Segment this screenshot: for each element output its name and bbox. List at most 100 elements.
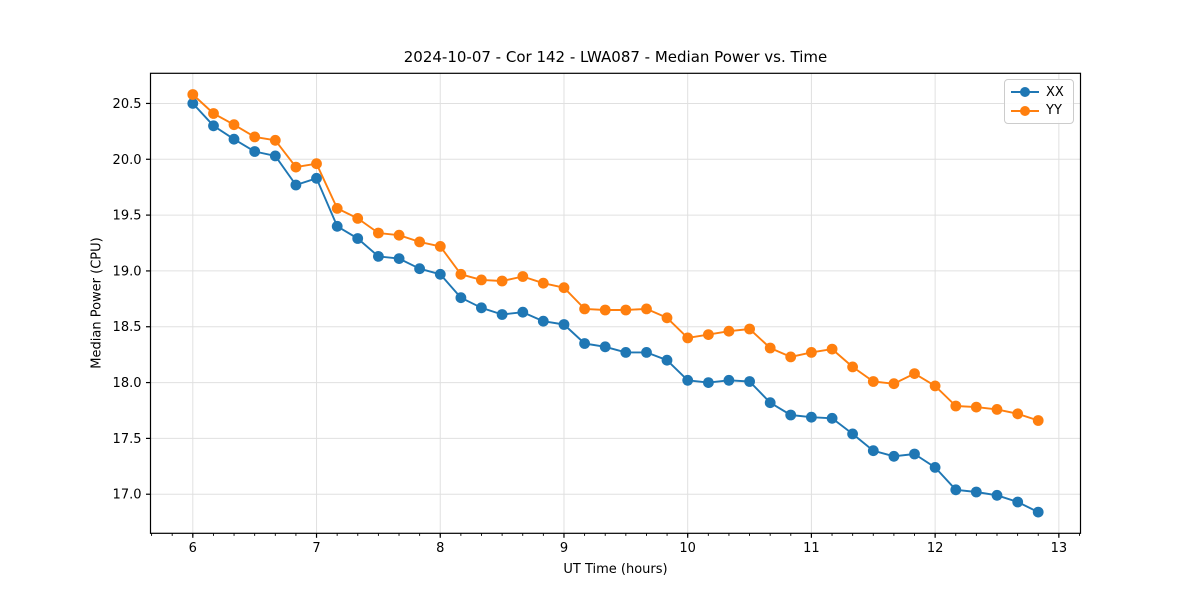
data-point-xx xyxy=(785,409,797,421)
data-point-yy xyxy=(826,343,838,355)
data-point-xx xyxy=(393,253,405,264)
data-point-xx xyxy=(228,133,240,145)
x-tick-label: 10 xyxy=(679,541,696,556)
legend-item-xx: XX xyxy=(1011,83,1067,101)
data-point-yy xyxy=(867,376,879,387)
data-point-xx xyxy=(806,411,817,423)
legend-label-yy: YY xyxy=(1046,103,1062,119)
data-point-xx xyxy=(290,179,302,191)
x-tick-label: 8 xyxy=(436,541,444,556)
data-point-yy xyxy=(414,236,425,248)
data-point-xx xyxy=(703,377,714,388)
y-tick-label: 20.0 xyxy=(113,153,142,168)
data-point-xx xyxy=(599,341,611,353)
data-point-xx xyxy=(558,319,570,330)
data-point-yy xyxy=(249,131,261,143)
data-point-xx xyxy=(950,484,962,496)
data-point-xx xyxy=(269,150,281,162)
data-point-xx xyxy=(991,489,1003,501)
x-tick-label: 11 xyxy=(803,541,820,556)
data-point-yy xyxy=(373,227,384,239)
data-point-yy xyxy=(909,368,920,379)
data-point-yy xyxy=(187,89,199,100)
data-point-yy xyxy=(723,325,735,337)
data-point-yy xyxy=(476,274,487,286)
circle-marker-icon xyxy=(1020,105,1030,116)
y-tick-label: 17.0 xyxy=(113,488,142,503)
legend-line-marker-yy xyxy=(1011,105,1039,116)
data-point-yy xyxy=(703,329,714,340)
data-point-yy xyxy=(228,119,240,131)
data-point-yy xyxy=(661,312,673,324)
data-point-yy xyxy=(806,347,817,358)
x-tick-label: 12 xyxy=(927,541,944,556)
data-point-xx xyxy=(929,462,941,473)
data-point-xx xyxy=(764,397,776,409)
data-point-yy xyxy=(1012,408,1024,420)
y-axis-label: Median Power (CPU) xyxy=(89,237,105,369)
data-point-xx xyxy=(641,347,652,358)
data-point-xx xyxy=(1012,496,1024,508)
data-point-yy xyxy=(455,268,467,280)
data-point-yy xyxy=(950,400,962,412)
data-point-yy xyxy=(620,304,632,316)
data-point-yy xyxy=(517,271,529,282)
data-point-yy xyxy=(847,361,858,373)
data-point-xx xyxy=(723,374,735,386)
data-point-xx xyxy=(867,445,879,457)
x-tick-label: 13 xyxy=(1051,541,1068,556)
data-point-yy xyxy=(579,303,590,315)
data-point-xx xyxy=(909,448,920,460)
data-point-xx xyxy=(579,338,590,349)
legend-item-yy: YY xyxy=(1011,102,1067,120)
data-point-yy xyxy=(682,332,694,344)
data-point-xx xyxy=(682,374,694,386)
data-point-yy xyxy=(1032,415,1044,426)
legend: XX YY xyxy=(1004,79,1074,124)
data-point-xx xyxy=(331,220,343,232)
data-point-yy xyxy=(311,158,322,170)
data-point-xx xyxy=(847,428,858,440)
data-point-yy xyxy=(393,229,405,241)
data-point-xx xyxy=(455,292,467,304)
y-tick-label: 18.5 xyxy=(113,320,142,335)
data-point-yy xyxy=(785,351,797,363)
y-tick-label: 18.0 xyxy=(113,376,142,391)
data-point-xx xyxy=(311,172,322,184)
legend-label-xx: XX xyxy=(1046,84,1064,100)
data-point-yy xyxy=(599,304,611,316)
data-point-xx xyxy=(744,376,755,387)
legend-line-marker-xx xyxy=(1011,87,1039,98)
data-point-xx xyxy=(476,302,487,314)
chart-title: 2024-10-07 - Cor 142 - LWA087 - Median P… xyxy=(403,48,828,66)
data-point-xx xyxy=(888,450,900,462)
data-point-yy xyxy=(744,323,755,335)
x-tick-label: 7 xyxy=(312,541,320,556)
data-point-yy xyxy=(496,275,508,287)
data-point-xx xyxy=(352,233,364,244)
y-tick-label: 17.5 xyxy=(113,432,142,447)
axes-spines xyxy=(149,72,1082,534)
data-point-yy xyxy=(290,161,302,173)
data-point-xx xyxy=(537,315,549,327)
x-axis-label: UT Time (hours) xyxy=(563,562,668,577)
x-tick-label: 6 xyxy=(189,541,197,556)
data-point-xx xyxy=(517,306,529,318)
data-point-xx xyxy=(1032,506,1044,518)
data-point-yy xyxy=(764,342,776,354)
data-point-yy xyxy=(537,277,549,289)
x-tick-label: 9 xyxy=(560,541,568,556)
y-tick-label: 20.5 xyxy=(113,97,142,112)
data-point-yy xyxy=(991,404,1003,415)
data-point-yy xyxy=(929,380,941,392)
data-point-yy xyxy=(970,401,982,413)
data-point-yy xyxy=(269,134,281,146)
y-tick-label: 19.0 xyxy=(113,264,142,279)
data-point-xx xyxy=(496,309,508,320)
data-point-xx xyxy=(208,120,219,132)
data-point-xx xyxy=(970,486,982,498)
data-point-yy xyxy=(208,108,219,119)
data-point-yy xyxy=(641,303,652,315)
